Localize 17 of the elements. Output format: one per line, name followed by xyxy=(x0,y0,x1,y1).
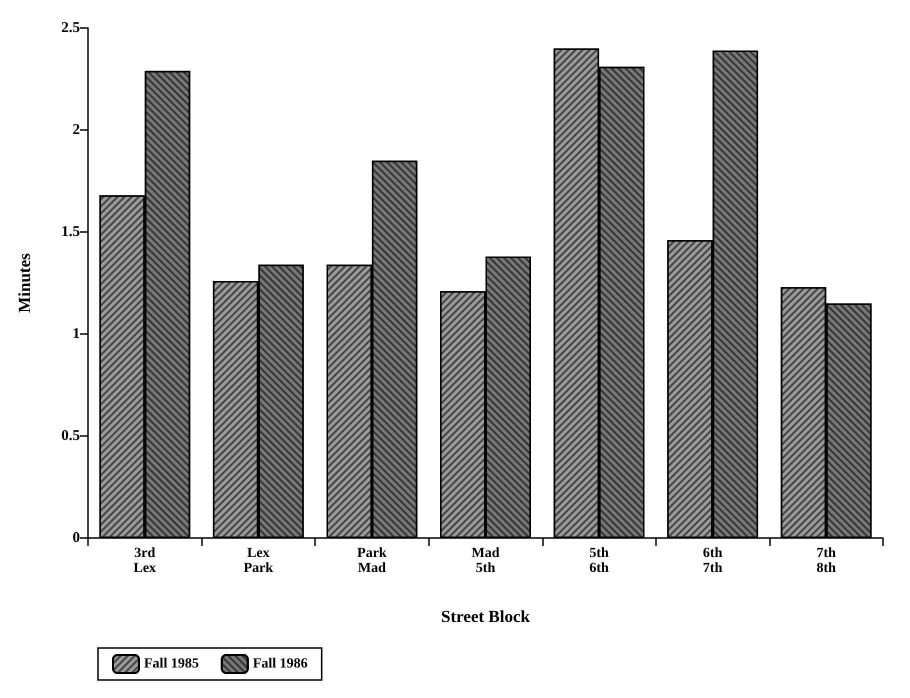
x-tick-label: 5th 6th xyxy=(589,546,610,576)
legend-label: Fall 1985 xyxy=(144,656,199,672)
y-tick-label: 2 xyxy=(72,122,80,138)
x-tick-label: Park Mad xyxy=(357,546,387,576)
y-tick-label: 1 xyxy=(72,326,80,342)
y-tick-label: 1.5 xyxy=(61,224,80,240)
x-tick-label: 6th 7th xyxy=(702,546,723,576)
legend-label: Fall 1986 xyxy=(252,656,308,672)
x-tick-label: Mad 5th xyxy=(472,546,500,576)
y-axis-title: Minutes xyxy=(15,252,34,313)
x-tick-label: Lex Park xyxy=(244,546,274,576)
y-tick-label: 0.5 xyxy=(61,428,80,444)
x-tick-label: 3rd Lex xyxy=(134,546,156,576)
y-tick-label: 2.5 xyxy=(61,20,80,36)
x-tick-label: 7th 8th xyxy=(816,546,836,576)
x-axis-title: Street Block xyxy=(441,607,530,626)
y-tick-label: 0 xyxy=(72,530,80,546)
